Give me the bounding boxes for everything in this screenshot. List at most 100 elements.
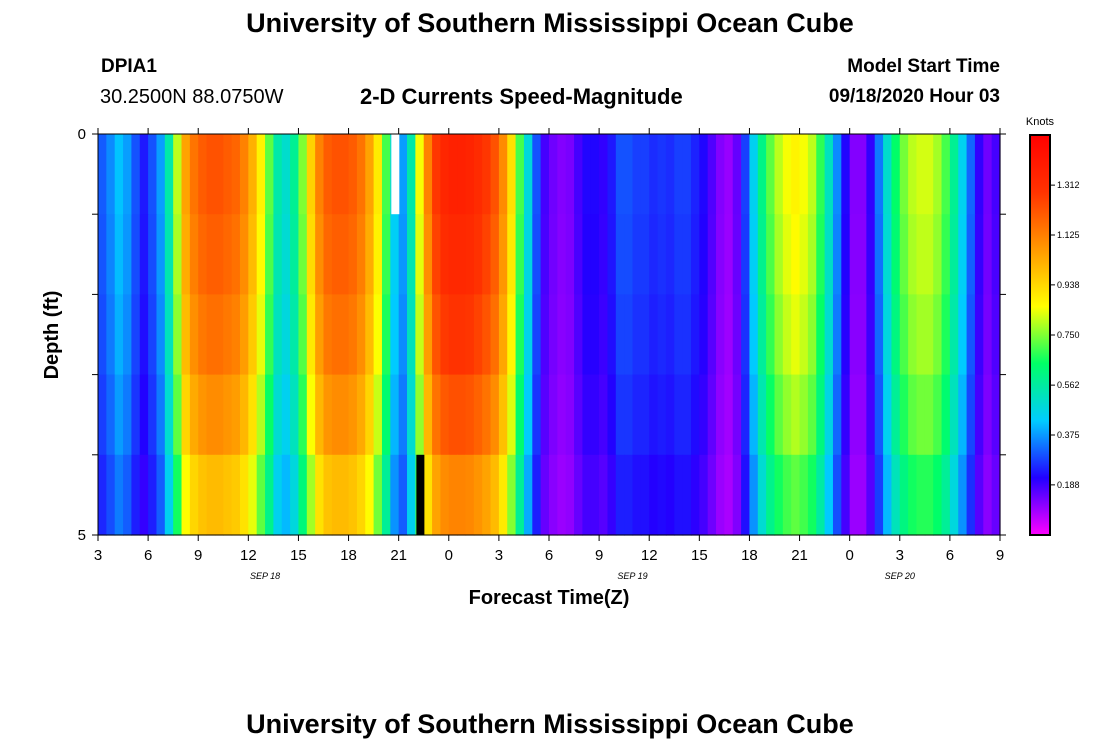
heatmap-cell: [716, 214, 725, 295]
heatmap-cell: [323, 374, 333, 456]
heatmap-cell: [657, 134, 667, 215]
heatmap-cell: [632, 454, 642, 536]
date-label: SEP 19: [617, 571, 647, 581]
heatmap-cell: [231, 374, 241, 456]
heatmap-cell: [315, 134, 325, 215]
heatmap-cell: [173, 134, 183, 215]
heatmap-cell: [356, 294, 366, 376]
heatmap-cell: [273, 374, 283, 456]
heatmap-cell: [599, 454, 609, 536]
heatmap-cell: [741, 374, 751, 456]
heatmap-cell: [557, 214, 567, 295]
heatmap-cell: [832, 374, 842, 456]
heatmap-cell: [599, 294, 609, 376]
heatmap-cell: [874, 294, 884, 376]
heatmap-cell: [716, 454, 725, 536]
heatmap-cell: [674, 454, 684, 536]
heatmap-cell: [123, 454, 133, 536]
heatmap-cell: [465, 214, 475, 295]
heatmap-cell: [607, 294, 617, 376]
heatmap-cell: [841, 134, 851, 215]
heatmap-cell: [858, 374, 867, 456]
heatmap-cell: [933, 374, 943, 456]
heatmap-cell: [457, 294, 467, 376]
x-tick-label: 0: [445, 547, 453, 564]
heatmap-cell: [782, 214, 792, 295]
heatmap-cell: [148, 454, 158, 536]
heatmap-cell: [398, 214, 408, 295]
heatmap-cell: [473, 374, 483, 456]
heatmap-cell: [281, 294, 291, 376]
heatmap-cell: [440, 214, 450, 295]
heatmap-cell: [507, 374, 517, 456]
heatmap-cell: [682, 134, 692, 215]
heatmap-cell: [482, 134, 492, 215]
heatmap-cell: [807, 294, 817, 376]
heatmap-cell: [407, 214, 416, 295]
heatmap-cell: [799, 374, 809, 456]
heatmap-cell: [123, 214, 133, 295]
heatmap-cell: [381, 374, 391, 456]
heatmap-cell: [624, 294, 634, 376]
heatmap-cell: [532, 374, 542, 456]
colorbar-tick-label: 0.938: [1057, 280, 1080, 290]
heatmap-cell: [173, 294, 183, 376]
heatmap-cell: [949, 294, 959, 376]
heatmap-cell: [908, 214, 918, 295]
heatmap-cell: [774, 134, 784, 215]
heatmap-cell: [707, 134, 717, 215]
x-tick-label: 15: [691, 547, 708, 564]
heatmap-cell: [674, 294, 684, 376]
heatmap-cell: [858, 294, 867, 376]
heatmap-cell: [290, 294, 300, 376]
heatmap-cell: [958, 374, 968, 456]
heatmap-cell: [707, 214, 717, 295]
heatmap-cell: [716, 134, 725, 215]
heatmap-cell: [899, 454, 909, 536]
heatmap-cell: [206, 454, 216, 536]
heatmap-cell: [983, 214, 993, 295]
heatmap-cell: [590, 454, 600, 536]
heatmap-cell: [941, 454, 951, 536]
heatmap-cell: [348, 214, 358, 295]
heatmap-cell: [782, 374, 792, 456]
heatmap-cell: [599, 214, 609, 295]
heatmap-cell: [465, 134, 475, 215]
y-tick-label: 0: [78, 126, 86, 143]
heatmap-cell: [983, 134, 993, 215]
heatmap-cell: [281, 454, 291, 536]
heatmap-cell: [799, 134, 809, 215]
heatmap-cell: [924, 294, 934, 376]
heatmap-cell: [774, 374, 784, 456]
heatmap-cell: [189, 134, 199, 215]
heatmap-cell: [749, 454, 759, 536]
heatmap-cell: [273, 134, 283, 215]
heatmap-cell: [699, 374, 709, 456]
heatmap-cell: [131, 374, 141, 456]
heatmap-cell: [832, 134, 842, 215]
heatmap-cell: [665, 294, 675, 376]
heatmap-cell: [390, 374, 400, 456]
heatmap-cell: [523, 214, 533, 295]
heatmap-cell: [883, 374, 893, 456]
heatmap-cell: [148, 214, 158, 295]
heatmap-cell: [223, 294, 233, 376]
heatmap-cell: [699, 214, 709, 295]
heatmap-cell: [632, 214, 642, 295]
heatmap-cell: [557, 134, 567, 215]
heatmap-cell: [490, 214, 500, 295]
heatmap-cell: [440, 374, 450, 456]
heatmap-cell: [448, 454, 458, 536]
heatmap-cell: [582, 134, 592, 215]
heatmap-cell: [490, 374, 500, 456]
colorbar-label: Knots: [1026, 116, 1055, 128]
heatmap-cell: [832, 214, 842, 295]
heatmap-cell: [899, 374, 909, 456]
heatmap-cell: [949, 214, 959, 295]
heatmap-cell: [482, 454, 492, 536]
heatmap-cell: [290, 454, 300, 536]
heatmap-cell: [624, 374, 634, 456]
heatmap-cell: [624, 454, 634, 536]
heatmap-cell: [181, 454, 191, 536]
